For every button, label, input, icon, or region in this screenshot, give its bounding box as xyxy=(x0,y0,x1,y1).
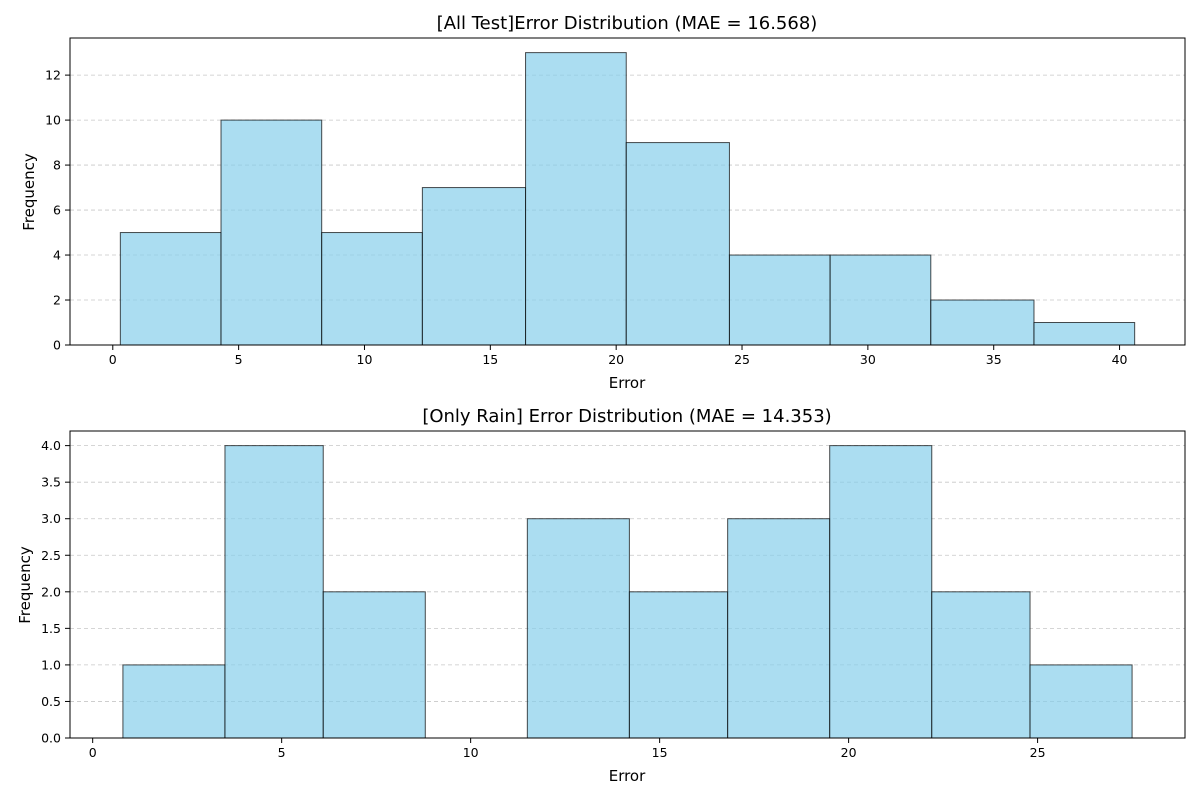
histogram-bar xyxy=(526,518,630,739)
y-tick-label: 6 xyxy=(53,203,61,218)
x-tick-label: 15 xyxy=(482,352,498,367)
histogram-bar xyxy=(625,142,730,346)
chart-only-rain: [Only Rain] Error Distribution (MAE = 14… xyxy=(16,406,1186,785)
x-tick-label: 20 xyxy=(608,352,624,367)
y-tick-label: 4 xyxy=(53,248,61,263)
histogram-bar xyxy=(728,254,831,346)
x-tick-label: 0 xyxy=(109,352,117,367)
histogram-bar xyxy=(224,445,324,739)
x-axis-ticks: 0 5 10 15 20 25 30 35 40 xyxy=(109,345,1128,367)
x-tick-label: 35 xyxy=(986,352,1002,367)
plot-frame xyxy=(69,430,1186,739)
histogram-bar xyxy=(829,254,932,346)
x-tick-label: 5 xyxy=(235,352,243,367)
chart-title: [Only Rain] Error Distribution (MAE = 14… xyxy=(422,406,831,427)
x-tick-label: 0 xyxy=(89,745,97,760)
x-tick-label: 5 xyxy=(278,745,286,760)
x-axis-label: Error xyxy=(609,374,646,392)
x-axis-label: Error xyxy=(609,767,646,785)
x-tick-label: 40 xyxy=(1112,352,1128,367)
x-tick-label: 25 xyxy=(1030,745,1046,760)
histogram-bars xyxy=(122,445,1133,739)
y-tick-label: 2.5 xyxy=(41,548,61,563)
histogram-bar xyxy=(525,52,627,346)
y-tick-label: 3.0 xyxy=(41,511,61,526)
y-tick-label: 0 xyxy=(53,338,61,353)
plot-frame xyxy=(69,37,1186,346)
x-tick-label: 30 xyxy=(860,352,876,367)
histogram-bar xyxy=(727,518,831,739)
histogram-bar xyxy=(829,445,933,739)
x-tick-label: 10 xyxy=(463,745,479,760)
chart-all-test: [All Test]Error Distribution (MAE = 16.5… xyxy=(20,13,1186,392)
histogram-bar xyxy=(930,299,1035,346)
y-axis-label: Frequency xyxy=(16,546,34,624)
histogram-bar xyxy=(931,591,1031,739)
histogram-bar xyxy=(321,232,423,346)
y-axis-label: Frequency xyxy=(20,153,38,231)
y-tick-label: 1.5 xyxy=(41,621,61,636)
y-tick-label: 4.0 xyxy=(41,438,61,453)
y-tick-label: 0.5 xyxy=(41,694,61,709)
chart-title: [All Test]Error Distribution (MAE = 16.5… xyxy=(437,13,818,34)
histogram-bar xyxy=(322,591,426,739)
x-axis-ticks: 0 5 10 15 20 25 xyxy=(89,738,1046,760)
y-tick-label: 2.0 xyxy=(41,584,61,599)
histogram-bar xyxy=(122,664,226,739)
y-tick-label: 8 xyxy=(53,158,61,173)
y-axis-ticks: 0.0 0.5 1.0 1.5 2.0 2.5 3.0 3.5 4.0 xyxy=(41,438,70,746)
x-tick-label: 10 xyxy=(357,352,373,367)
histogram-bar xyxy=(220,119,323,346)
histogram-bar xyxy=(421,187,527,346)
y-axis-ticks: 0 2 4 6 8 10 12 xyxy=(45,68,70,353)
y-tick-label: 0.0 xyxy=(41,731,61,746)
histogram-bars xyxy=(119,52,1136,346)
x-tick-label: 25 xyxy=(734,352,750,367)
y-tick-label: 3.5 xyxy=(41,475,61,490)
y-tick-label: 2 xyxy=(53,293,61,308)
y-tick-label: 10 xyxy=(45,113,61,128)
x-tick-label: 15 xyxy=(652,745,668,760)
y-tick-label: 1.0 xyxy=(41,657,61,672)
histogram-bar xyxy=(628,591,729,739)
histogram-bar xyxy=(119,232,222,346)
x-tick-label: 20 xyxy=(841,745,857,760)
histogram-bar xyxy=(1029,664,1133,739)
y-tick-label: 12 xyxy=(45,68,61,83)
histogram-bar xyxy=(1033,322,1136,346)
